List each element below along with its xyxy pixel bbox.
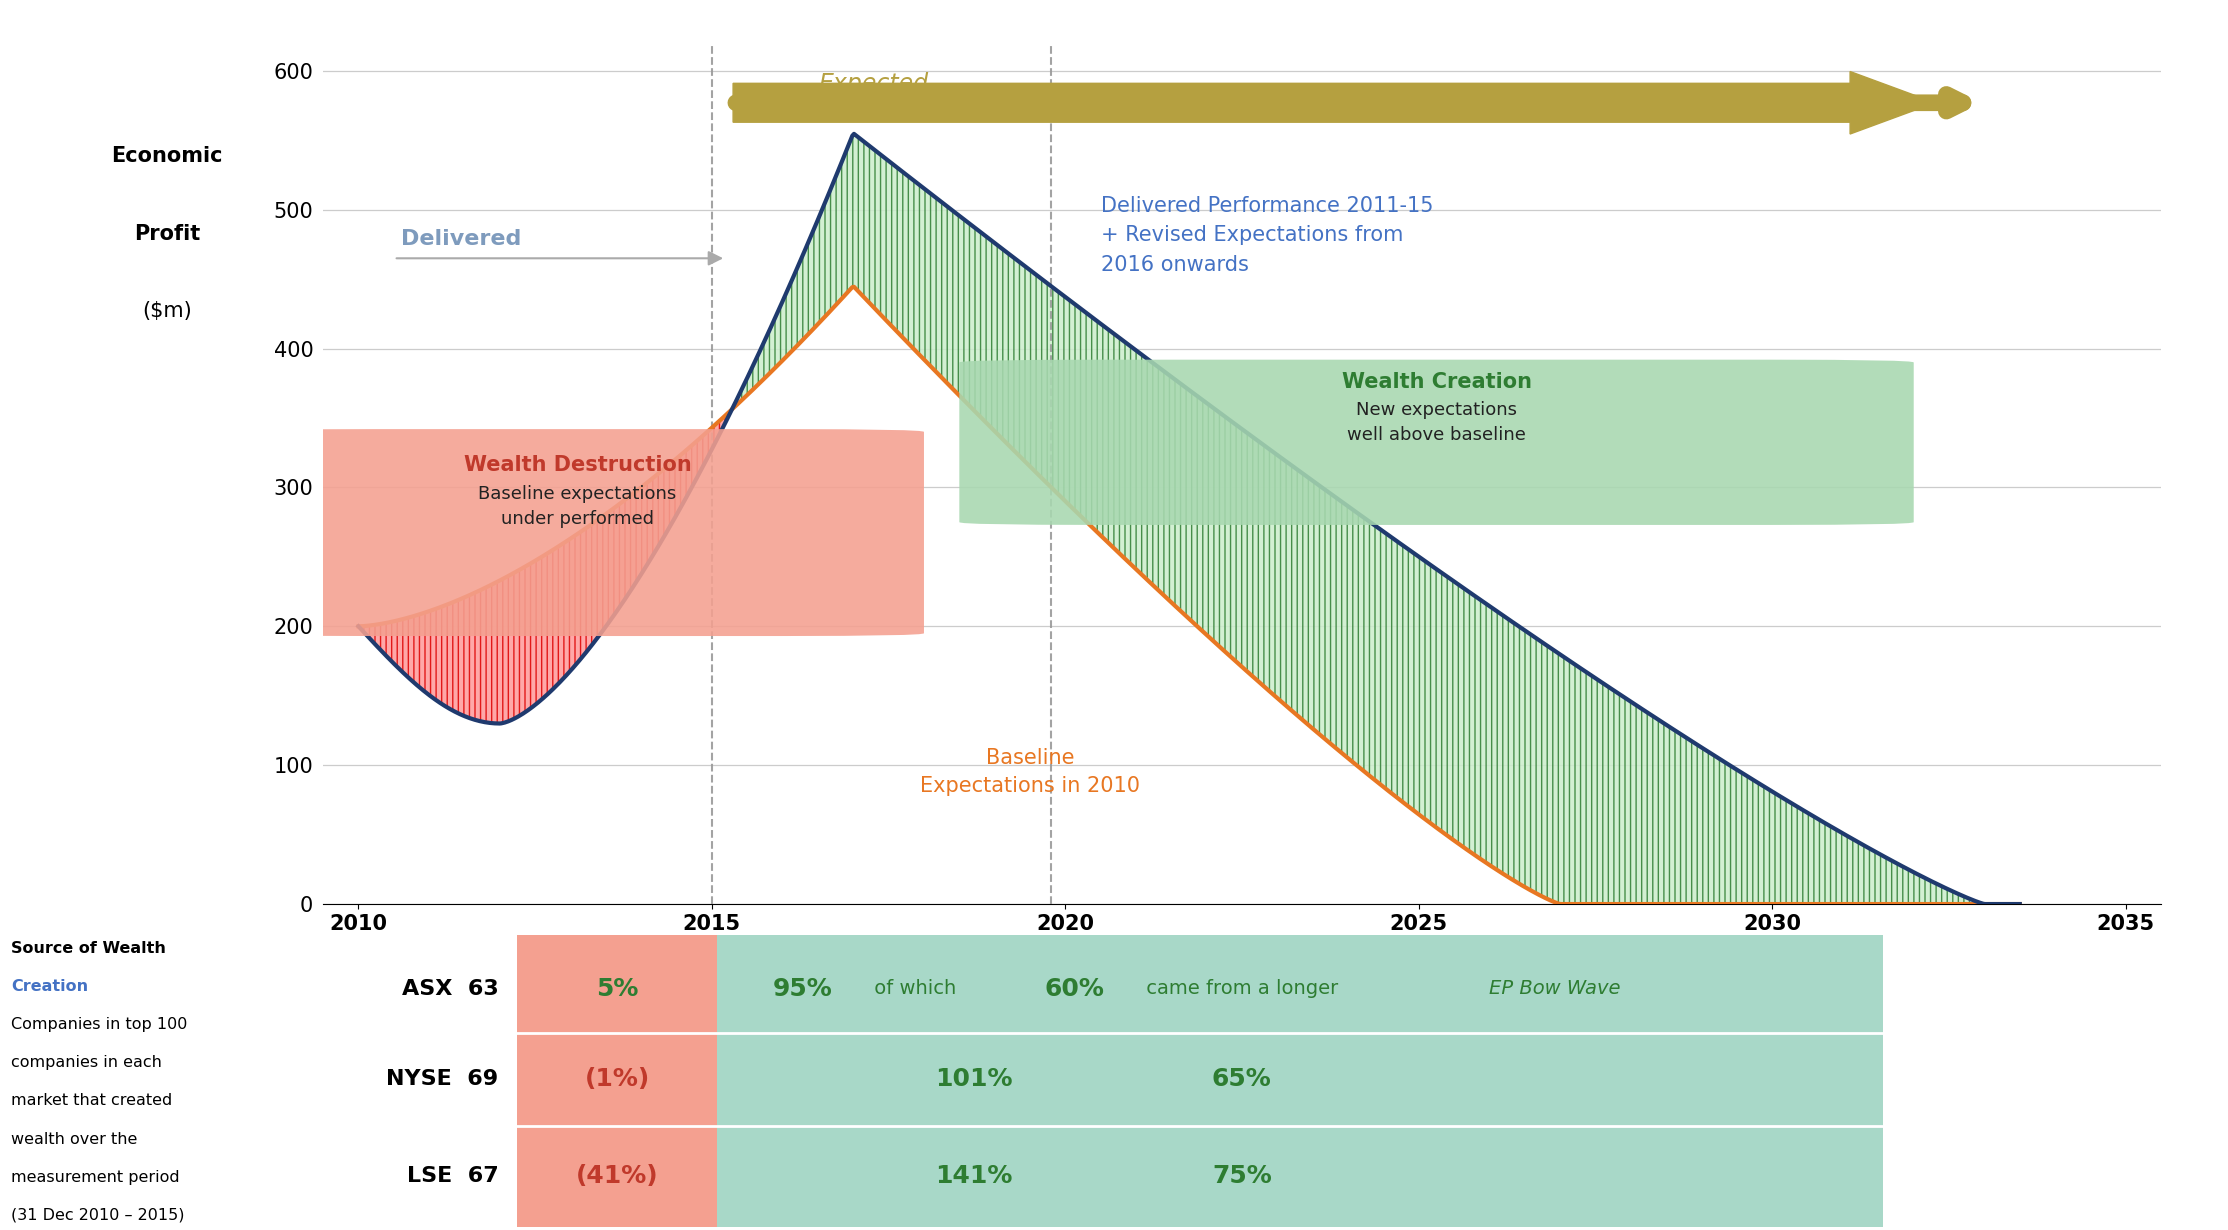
Bar [517,935,717,1228]
Text: measurement period: measurement period [11,1170,180,1184]
Text: 75%: 75% [1212,1164,1272,1188]
Text: NYSE  69: NYSE 69 [385,1069,499,1090]
Text: Delivered Performance 2011-15
+ Revised Expectations from
2016 onwards: Delivered Performance 2011-15 + Revised … [1101,196,1433,276]
Bar [717,935,1883,1228]
FancyBboxPatch shape [232,429,925,636]
Text: Profit: Profit [134,224,201,244]
Text: Companies in top 100: Companies in top 100 [11,1017,187,1032]
Text: Baseline expectations
under performed: Baseline expectations under performed [479,485,677,528]
Text: New expectations
well above baseline: New expectations well above baseline [1348,401,1526,444]
Text: (1%): (1%) [584,1068,651,1091]
Text: ASX  63: ASX 63 [401,979,499,999]
Text: of which: of which [869,979,962,999]
Text: Economic: Economic [111,146,223,166]
Text: Baseline
Expectations in 2010: Baseline Expectations in 2010 [920,748,1141,796]
Text: 95%: 95% [773,977,833,1001]
Text: Expected: Expected [818,71,929,96]
Text: 60%: 60% [1045,977,1105,1001]
Text: Wealth Destruction: Wealth Destruction [463,455,691,476]
FancyArrow shape [733,71,1934,134]
Text: Creation: Creation [11,979,89,994]
Text: companies in each: companies in each [11,1055,163,1070]
Text: ($m): ($m) [143,301,192,321]
Text: market that created: market that created [11,1093,172,1108]
Text: (31 Dec 2010 – 2015): (31 Dec 2010 – 2015) [11,1208,185,1223]
Text: Wealth Creation: Wealth Creation [1341,373,1531,392]
Text: 101%: 101% [936,1068,1012,1091]
Text: Delivered: Delivered [401,229,521,248]
Text: 5%: 5% [595,977,639,1001]
Text: Source of Wealth: Source of Wealth [11,941,167,956]
FancyBboxPatch shape [960,359,1914,525]
Text: 65%: 65% [1212,1068,1272,1091]
Text: (41%): (41%) [575,1164,659,1188]
Text: 141%: 141% [936,1164,1012,1188]
Text: wealth over the: wealth over the [11,1132,138,1146]
Text: came from a longer: came from a longer [1141,979,1346,999]
Text: LSE  67: LSE 67 [408,1166,499,1186]
Text: EP Bow Wave: EP Bow Wave [1488,979,1622,999]
